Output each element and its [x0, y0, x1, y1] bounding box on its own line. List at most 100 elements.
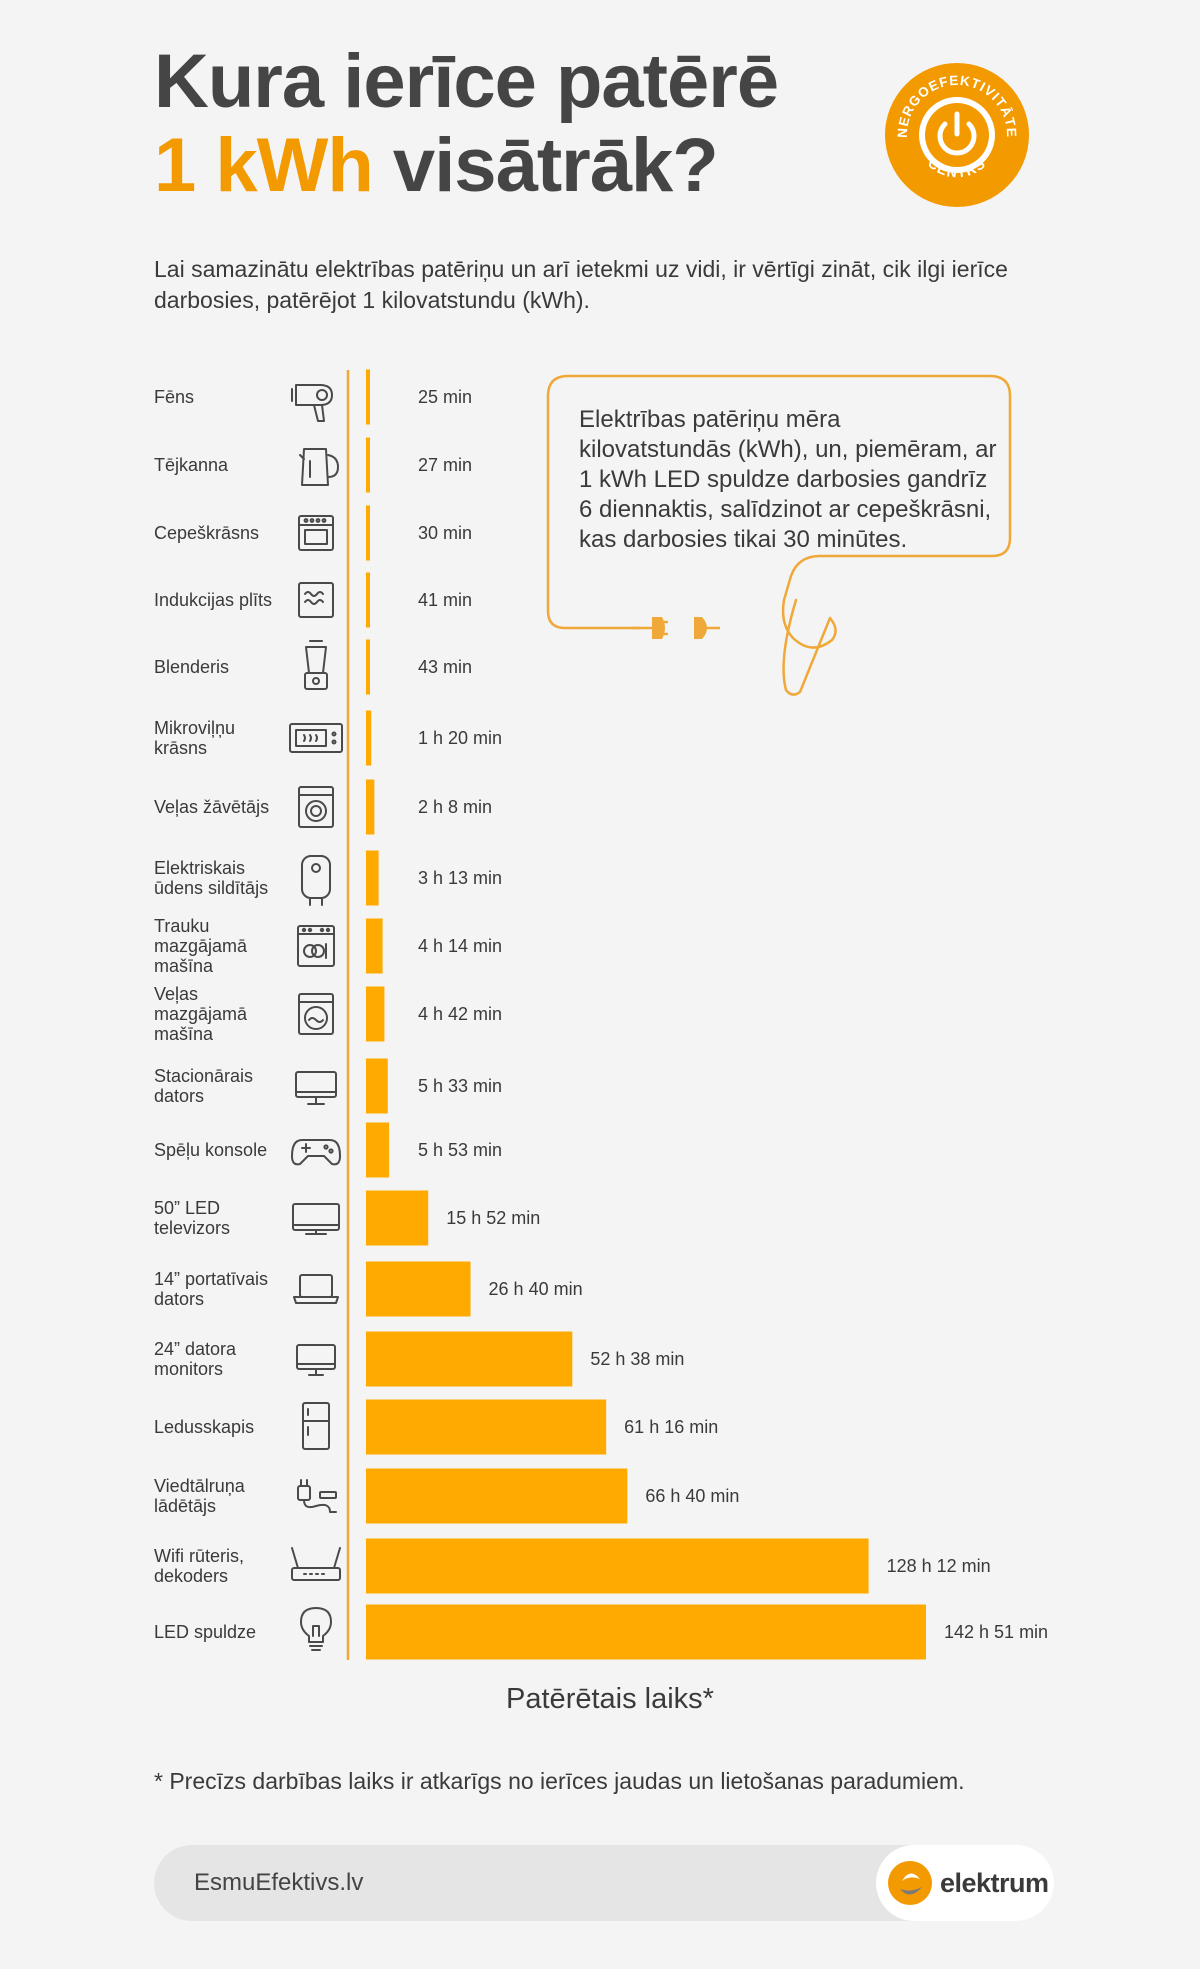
bar — [366, 918, 383, 974]
category-label: Ledusskapis — [154, 1417, 254, 1437]
category-label-line: Indukcijas plīts — [154, 590, 272, 610]
footnote: * Precīzs darbības laiks ir atkarīgs no … — [154, 1768, 965, 1794]
bar — [366, 1122, 390, 1178]
bar-row: Veļas mazgājamā mašīna 4 h 42 min — [154, 984, 502, 1044]
bar-row: Indukcijas plīts 41 min — [154, 572, 472, 628]
brand-name: elektrum — [940, 1868, 1049, 1898]
bar — [366, 986, 385, 1042]
category-label-line: ūdens sildītājs — [154, 878, 268, 898]
intro-text: Lai samazinātu elektrības patēriņu un ar… — [154, 256, 1008, 313]
bar — [366, 1604, 926, 1660]
bar — [366, 710, 372, 766]
category-label-line: Wifi rūteris, — [154, 1546, 244, 1566]
category-label-line: Trauku — [154, 916, 209, 936]
footer-bar: EsmuEfektivs.lv elektrum — [154, 1845, 1054, 1921]
value-label: 5 h 53 min — [418, 1140, 502, 1160]
site-link[interactable]: EsmuEfektivs.lv — [194, 1869, 364, 1896]
bar-row: Cepeškrāsns 30 min — [154, 505, 472, 561]
induction-stove-icon — [298, 582, 334, 618]
category-label-line: Elektriskais — [154, 858, 245, 878]
category-label-line: dators — [154, 1086, 204, 1106]
category-label-line: Mikroviļņu — [154, 718, 235, 738]
category-label-line: LED spuldze — [154, 1622, 256, 1642]
category-label: Stacionārais dators — [154, 1066, 253, 1106]
bar-row: Fēns 25 min — [154, 369, 472, 425]
bar-row: Mikroviļņu krāsns 1 h 20 min — [154, 710, 502, 766]
x-axis-label: Patērētais laiks* — [506, 1683, 714, 1715]
category-label-line: Stacionārais — [154, 1066, 253, 1086]
category-label-line: mazgājamā — [154, 1004, 248, 1024]
category-label: Fēns — [154, 387, 194, 407]
elektrum-logo-icon — [888, 1861, 932, 1905]
category-label-line: 14” portatīvais — [154, 1269, 268, 1289]
category-label: Cepeškrāsns — [154, 523, 259, 543]
value-label: 26 h 40 min — [489, 1279, 583, 1299]
value-label: 66 h 40 min — [645, 1486, 739, 1506]
bar — [366, 437, 370, 493]
category-label-line: Spēļu konsole — [154, 1140, 267, 1160]
blender-icon — [304, 640, 328, 690]
page-title: Kura ierīce patērē 1 kWh visātrāk? — [154, 39, 779, 208]
category-label: Tējkanna — [154, 455, 229, 475]
category-label: Veļas mazgājamā mašīna — [154, 984, 248, 1044]
bar — [366, 505, 370, 561]
category-label-line: 24” datora — [154, 1339, 237, 1359]
category-label-line: 50” LED — [154, 1198, 220, 1218]
category-label: Indukcijas plīts — [154, 590, 272, 610]
category-label-line: dators — [154, 1289, 204, 1309]
category-label-line: televizors — [154, 1218, 230, 1238]
category-label-line: Tējkanna — [154, 455, 229, 475]
category-label: Mikroviļņu krāsns — [154, 718, 235, 758]
category-label-line: mazgājamā — [154, 936, 248, 956]
bar — [366, 639, 370, 695]
category-label: Veļas žāvētājs — [154, 797, 269, 817]
value-label: 41 min — [418, 590, 472, 610]
dryer-icon — [298, 786, 334, 828]
gamepad-icon — [291, 1139, 341, 1166]
value-label: 30 min — [418, 523, 472, 543]
category-label: 24” datora monitors — [154, 1339, 237, 1379]
bar-row: LED spuldze 142 h 51 min — [154, 1604, 1048, 1660]
category-label-line: dekoders — [154, 1566, 228, 1586]
bar — [366, 850, 379, 906]
bar-row: 14” portatīvais dators 26 h 40 min — [154, 1261, 583, 1317]
value-label: 2 h 8 min — [418, 797, 492, 817]
monitor-icon — [296, 1344, 336, 1376]
bar — [366, 1261, 471, 1317]
bar-row: Trauku mazgājamā mašīna 4 h 14 min — [154, 916, 502, 976]
category-label: LED spuldze — [154, 1622, 256, 1642]
category-label: Elektriskais ūdens sildītājs — [154, 858, 268, 898]
bar-row: Elektriskais ūdens sildītājs 3 h 13 min — [154, 850, 502, 906]
title-line-2: 1 kWh visātrāk? — [154, 124, 778, 208]
title-line-1: Kura ierīce patērē — [154, 39, 779, 124]
bar-row: 24” datora monitors 52 h 38 min — [154, 1331, 684, 1387]
bar — [366, 1331, 573, 1387]
category-label-line: krāsns — [154, 738, 207, 758]
value-label: 4 h 14 min — [418, 936, 502, 956]
brand-pill[interactable]: elektrum — [876, 1845, 1054, 1921]
hair-dryer-icon — [291, 384, 333, 422]
charger-icon — [297, 1479, 337, 1513]
water-heater-icon — [301, 855, 331, 906]
category-label: Wifi rūteris, dekoders — [154, 1546, 244, 1586]
value-label: 3 h 13 min — [418, 868, 502, 888]
callout-frame — [546, 374, 1012, 696]
bar-row: Tējkanna 27 min — [154, 437, 472, 493]
fridge-icon — [302, 1402, 330, 1450]
bar — [366, 1468, 628, 1524]
value-label: 27 min — [418, 455, 472, 475]
category-label-line: mašīna — [154, 956, 214, 976]
category-label-line: lādētājs — [154, 1496, 216, 1516]
washing-machine-icon — [298, 993, 334, 1035]
category-label: Blenderis — [154, 657, 229, 677]
value-label: 15 h 52 min — [446, 1208, 540, 1228]
category-label: 14” portatīvais dators — [154, 1269, 268, 1309]
category-label-line: Fēns — [154, 387, 194, 407]
category-label: Viedtālruņa lādētājs — [154, 1476, 246, 1516]
bar — [366, 779, 375, 835]
value-label: 142 h 51 min — [944, 1622, 1048, 1642]
value-label: 61 h 16 min — [624, 1417, 718, 1437]
energy-efficiency-badge: ENERGOEFEKTIVITĀTES CENTRS — [884, 62, 1029, 207]
bar-row: 50” LED televizors 15 h 52 min — [154, 1190, 540, 1246]
